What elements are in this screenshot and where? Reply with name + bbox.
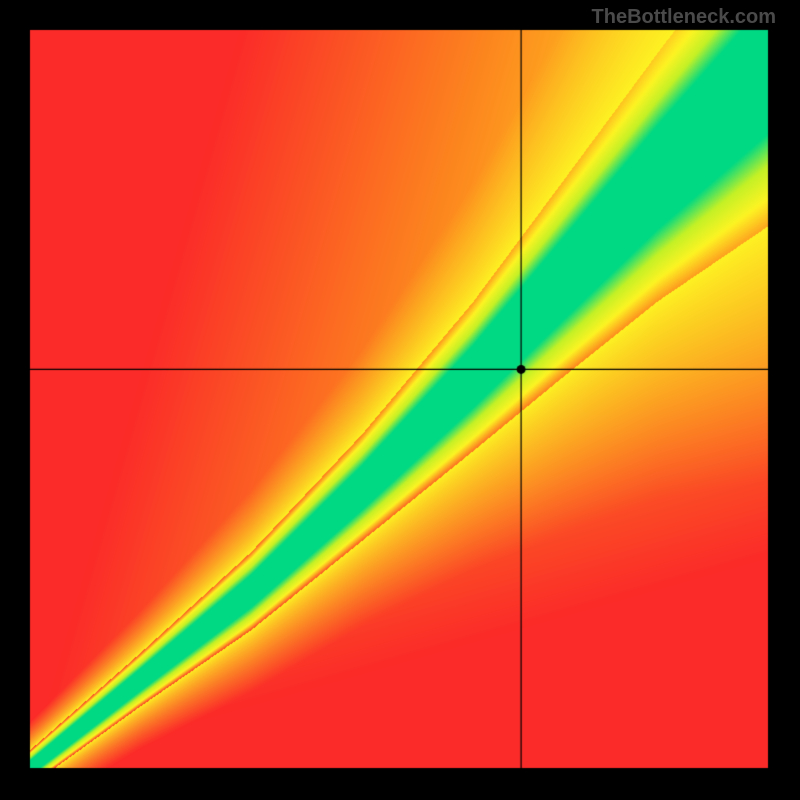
heatmap-canvas [0, 0, 800, 800]
watermark-text: TheBottleneck.com [592, 6, 776, 29]
bottleneck-heatmap [0, 0, 800, 800]
